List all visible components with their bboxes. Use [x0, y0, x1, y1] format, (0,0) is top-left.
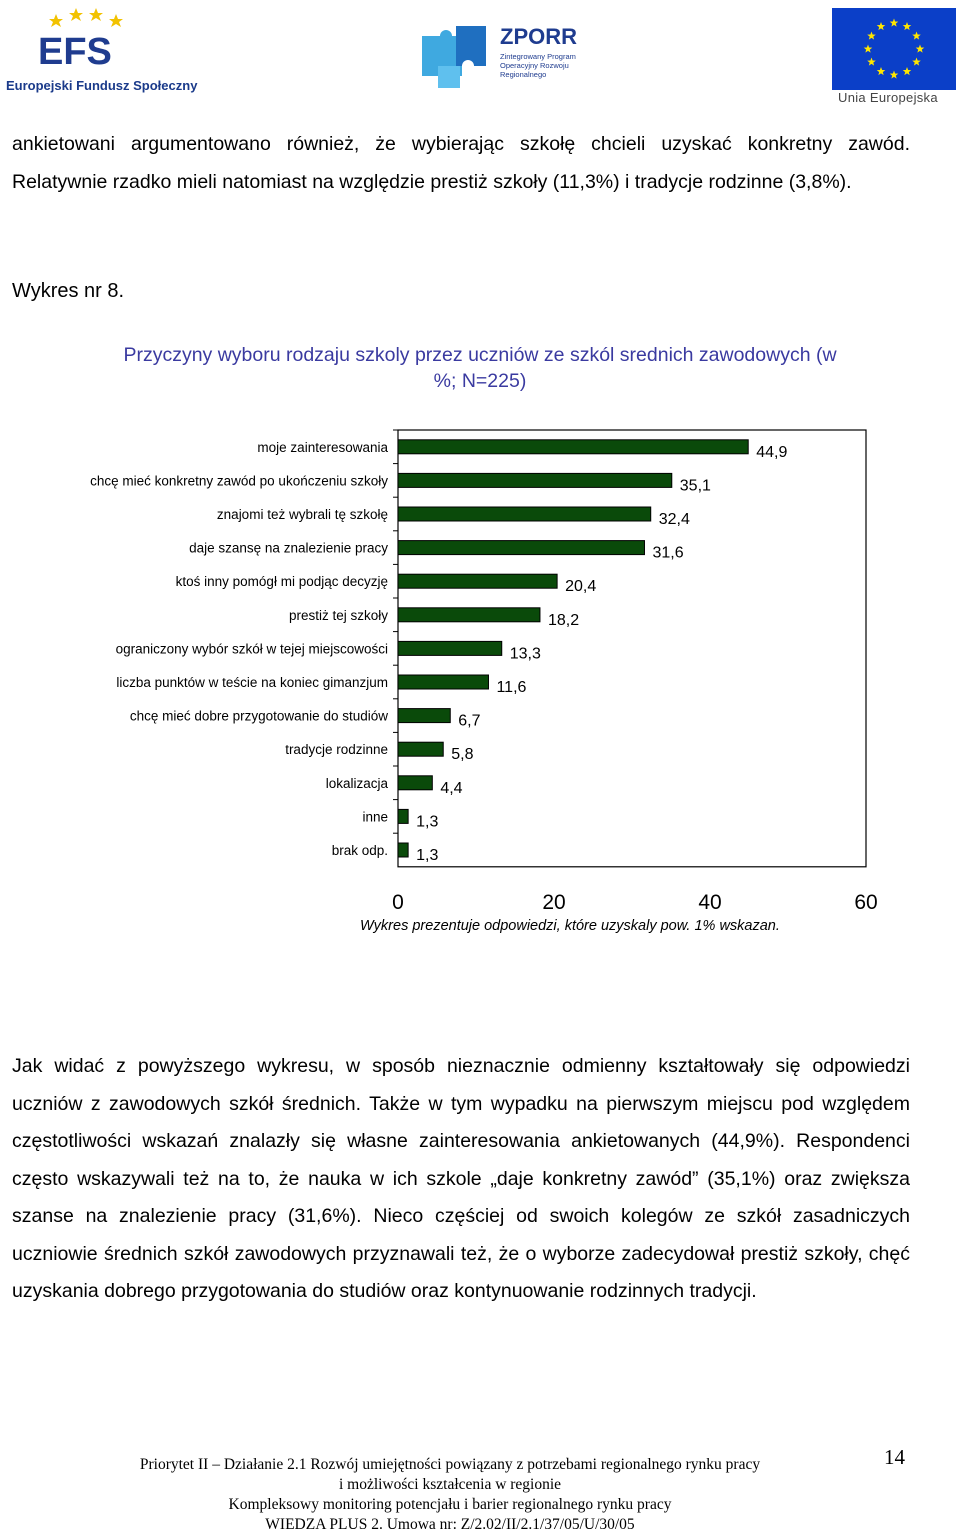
efs-caption: Europejski Fundusz Społeczny [6, 78, 198, 93]
bar-chart: moje zainteresowania 44,9 chcę mieć konkre… [0, 420, 960, 960]
x-tick-label: 60 [854, 891, 877, 914]
efs-logo: EFS Europejski Fundusz Społeczny [6, 6, 197, 98]
data-label: 18,2 [548, 612, 579, 629]
category-label: brak odp. [332, 843, 388, 858]
category-label: prestiż tej szkoły [289, 608, 388, 623]
footer-line-3: Kompleksowy monitoring potencjału i bari… [228, 1496, 672, 1513]
data-label: 11,6 [496, 679, 526, 696]
efs-logo-icon: EFS [38, 8, 123, 68]
figure-label: Wykres nr 8. [12, 280, 125, 302]
category-label: lokalizacja [326, 776, 389, 791]
bar [397, 775, 433, 791]
eu-star-icon [867, 57, 876, 66]
bar [397, 573, 558, 589]
puzzle-icon [422, 26, 486, 88]
x-tick-label: 0 [392, 891, 404, 914]
footer-line-2: i możliwości kształcenia w regionie [338, 1476, 562, 1493]
bar [397, 674, 489, 690]
chart-note: Wykres prezentuje odpowiedzi, które uzys… [360, 918, 780, 934]
eu-star-icon [912, 31, 921, 40]
data-label: 20,4 [565, 578, 596, 595]
x-tick-label: 40 [698, 891, 721, 914]
x-tick-label: 20 [542, 891, 565, 914]
zporr-subtitle: Zintegrowany Program Operacyjny Rozwoju … [500, 52, 576, 79]
bar [397, 439, 749, 455]
eu-star-icon [889, 70, 899, 79]
eu-star-icon [889, 18, 899, 27]
data-label: 32,4 [659, 511, 690, 528]
category-label: moje zainteresowania [257, 440, 388, 455]
category-label: chcę mieć dobre przygotowanie do studiów [130, 709, 388, 724]
category-label: liczba punktów w teście na koniec gimanz… [116, 675, 388, 690]
bar [397, 540, 645, 556]
data-label: 31,6 [652, 545, 683, 562]
category-label: ograniczony wybór szkół w tejej miejscow… [116, 641, 388, 656]
data-label: 5,8 [451, 746, 473, 763]
bar [397, 808, 409, 824]
eu-flag-icon [832, 8, 956, 90]
bar [397, 842, 409, 858]
paragraph-intro: ankietowani argumentowano również, że wy… [12, 133, 910, 193]
eu-star-icon [876, 21, 886, 31]
data-label: 13,3 [510, 645, 541, 662]
category-label: tradycje rodzinne [285, 742, 388, 757]
category-label: znajomi też wybrali tę szkołę [217, 507, 388, 522]
category-label: chcę mieć konkretny zawód po ukończeniu … [90, 473, 388, 488]
category-label: ktoś inny pomógł mi podjąc decyzję [176, 574, 388, 589]
data-label: 44,9 [756, 444, 787, 461]
paragraph-discussion: Jak widać z powyższego wykresu, w sposób… [12, 1055, 910, 1302]
eu-star-icon [876, 67, 886, 76]
data-label: 4,4 [440, 780, 462, 797]
category-label: daje szansę na znalezienie pracy [189, 541, 388, 556]
page-number: 14 [884, 1445, 905, 1469]
bar [397, 472, 673, 488]
svg-text:EFS: EFS [38, 31, 112, 68]
eu-star-icon [912, 57, 921, 66]
eu-caption: Unia Europejska [838, 90, 938, 105]
eu-logo: Unia Europejska [832, 8, 956, 112]
data-label: 1,3 [416, 813, 438, 830]
eu-star-icon [915, 44, 925, 53]
data-label: 35,1 [680, 477, 711, 494]
footer-line-4: WIEDZA PLUS 2. Umowa nr: Z/2.02/II/2.1/3… [265, 1516, 635, 1533]
chart-svg: moje zainteresowania 44,9 chcę mieć konkre… [90, 429, 878, 914]
eu-star-icon [863, 44, 873, 53]
zporr-logo: ZPORR Zintegrowany Program Operacyjny Ro… [418, 22, 588, 92]
footer-line-1: Priorytet II – Działanie 2.1 Rozwój umie… [139, 1456, 761, 1473]
data-label: 6,7 [458, 713, 480, 730]
bar [397, 506, 652, 522]
category-label: inne [362, 809, 388, 824]
bar [397, 640, 503, 656]
page-header: EFS Europejski Fundusz Społeczny ZPORR Z… [0, 0, 960, 110]
footer-text: Priorytet II – Działanie 2.1 Rozwój umie… [60, 1455, 840, 1535]
chart-title: Przyczyny wyboru rodzaju szkoly przez uc… [123, 344, 837, 392]
bar [397, 741, 444, 757]
eu-star-icon [902, 67, 912, 76]
bar [397, 708, 451, 724]
eu-star-icon [867, 31, 876, 40]
bar [397, 607, 541, 623]
zporr-title: ZPORR [500, 24, 577, 49]
eu-star-icon [902, 21, 912, 31]
data-label: 1,3 [416, 847, 438, 864]
